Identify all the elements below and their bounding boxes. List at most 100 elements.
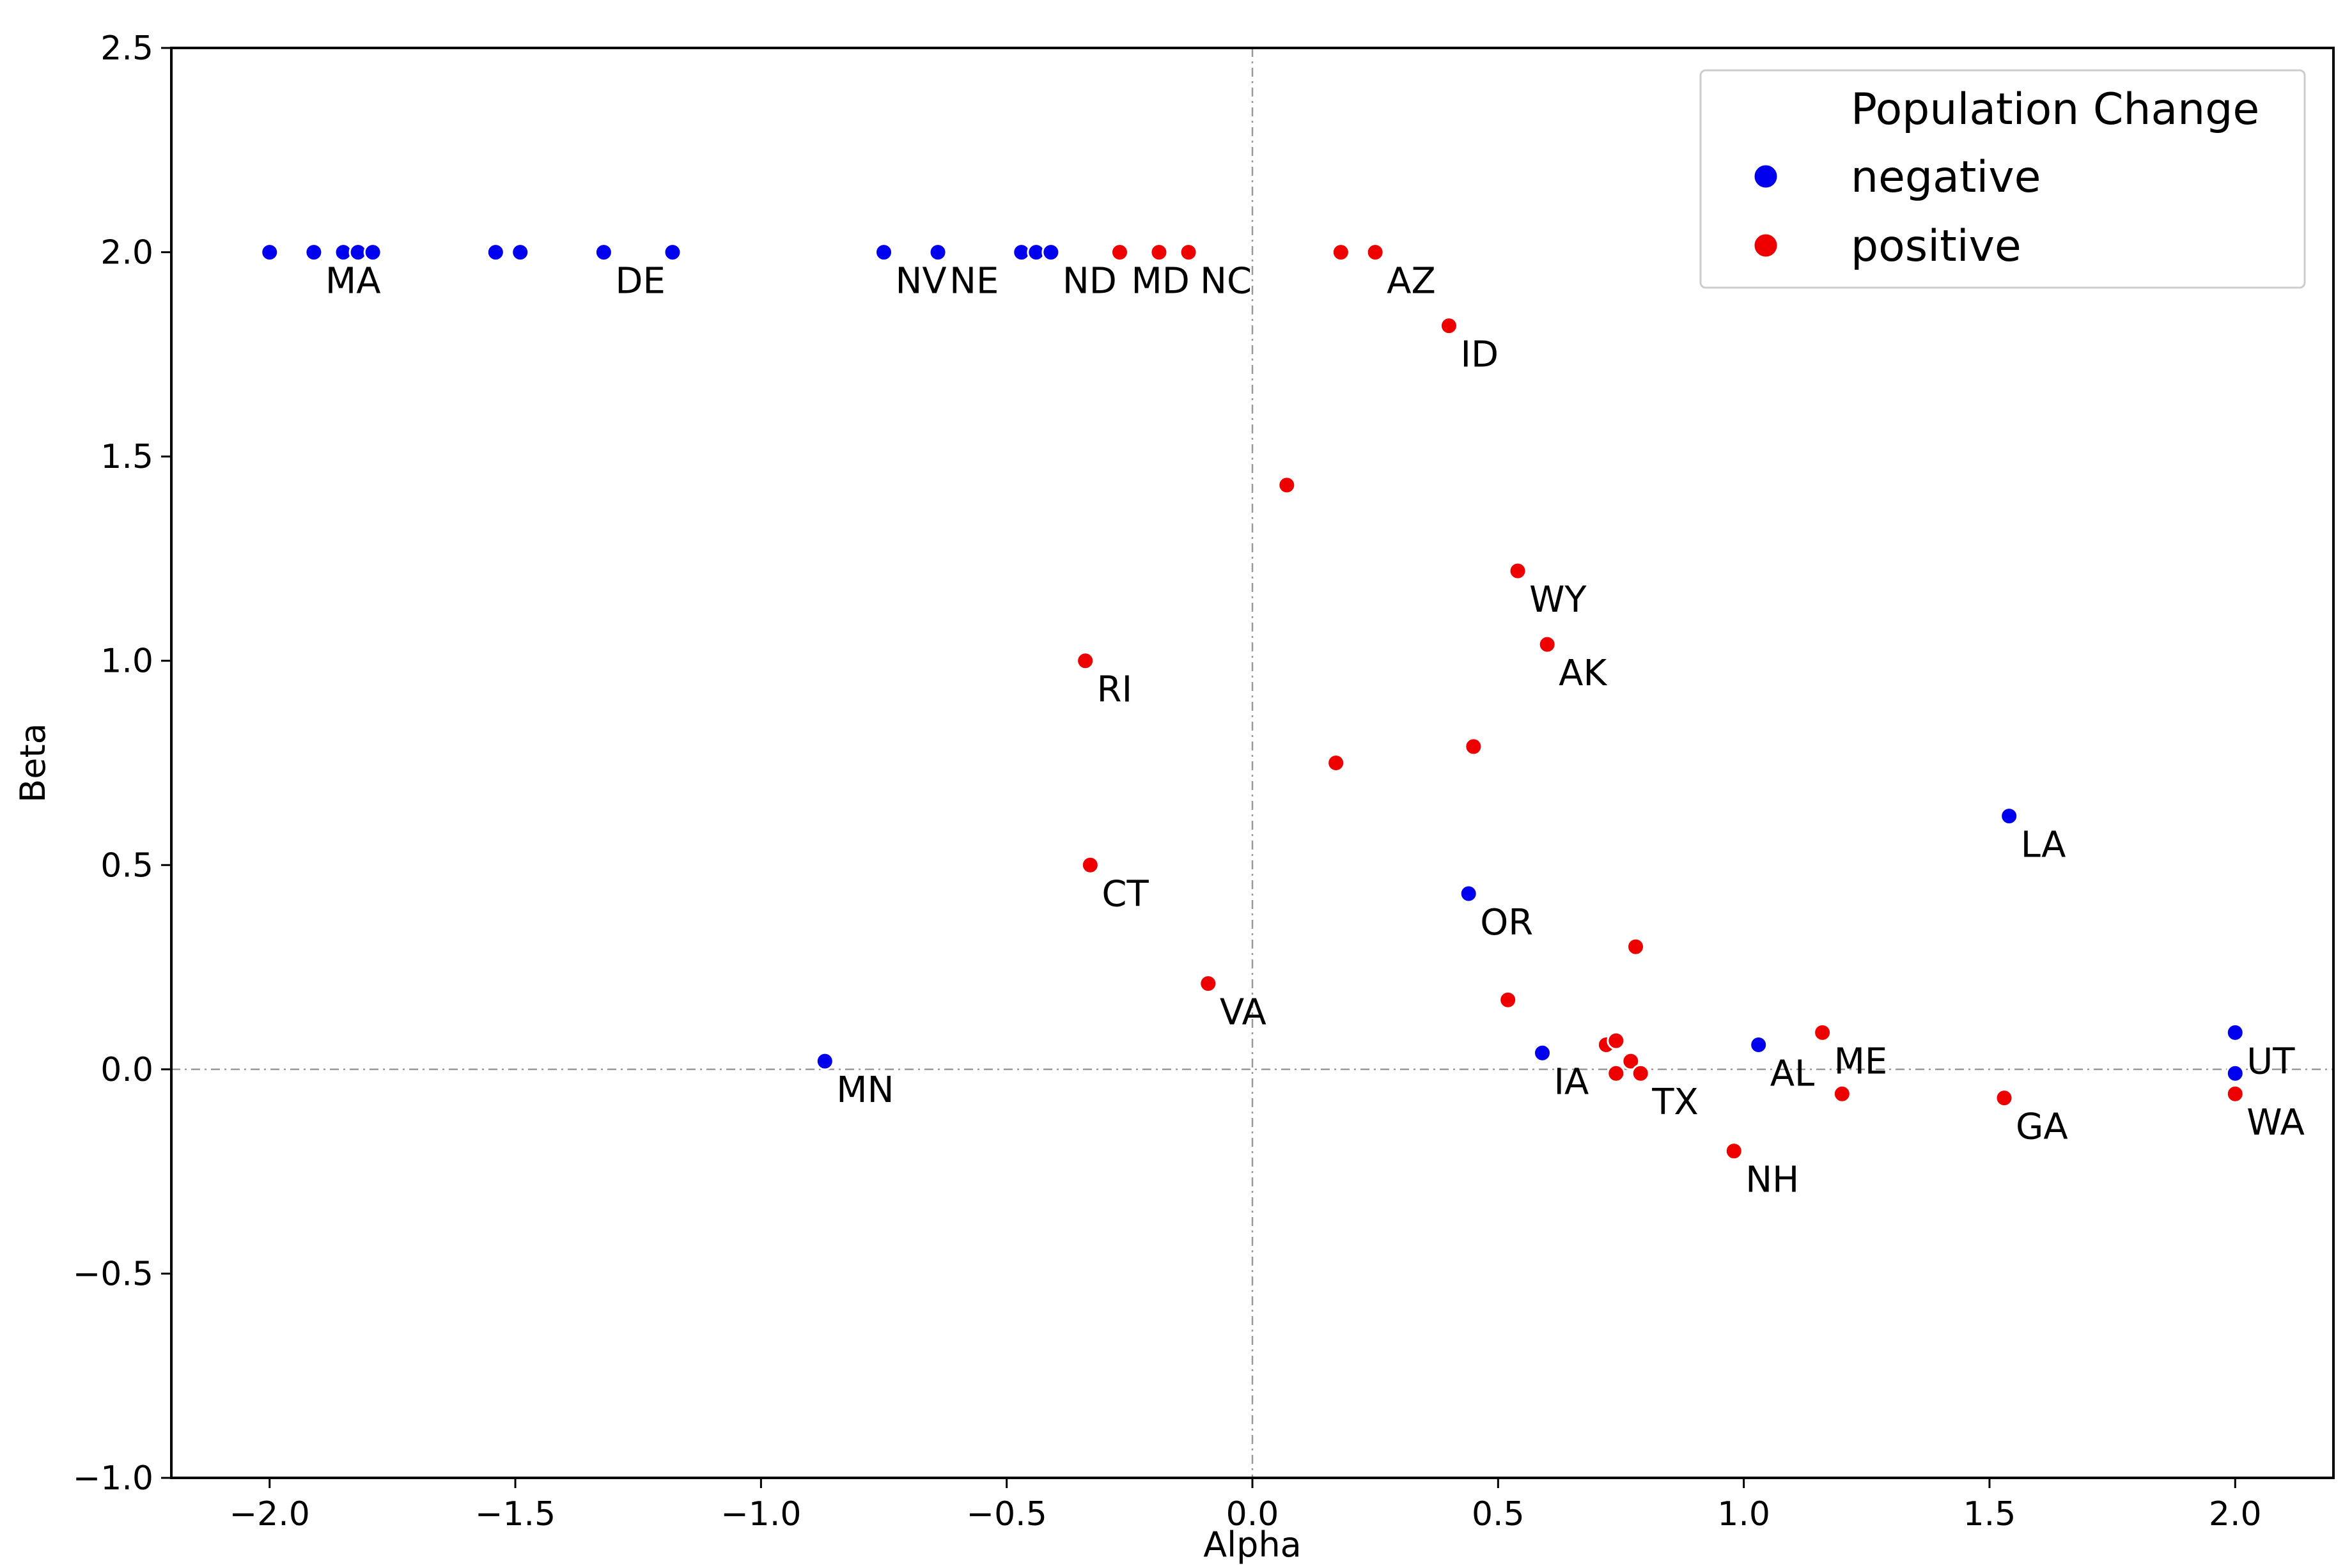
negative-point <box>663 243 682 262</box>
point-label: DE <box>615 261 666 302</box>
positive-point <box>1110 243 1129 262</box>
point-label: AL <box>1770 1053 1815 1095</box>
y-tick-label: −1.0 <box>73 1459 153 1498</box>
positive-point <box>1508 561 1527 580</box>
plot-frame <box>170 47 2335 1479</box>
negative-point <box>363 243 382 262</box>
positive-point <box>1199 974 1218 993</box>
point-label: OR <box>1480 902 1533 943</box>
negative-point <box>1749 1036 1768 1055</box>
y-tick-label: −0.5 <box>73 1255 153 1293</box>
x-tick-label: 0.0 <box>1226 1495 1279 1533</box>
negative-point <box>1532 1043 1552 1062</box>
negative-point <box>486 243 505 262</box>
positive-point <box>1631 1064 1650 1083</box>
positive-point <box>1832 1084 1851 1103</box>
negative-point <box>875 243 894 262</box>
y-tick-label: 0.5 <box>100 846 153 885</box>
x-tick-label: −1.0 <box>720 1495 801 1533</box>
legend-marker-negative <box>1752 163 1779 190</box>
positive-point <box>1607 1031 1626 1050</box>
legend-label-positive: positive <box>1851 221 2021 272</box>
positive-point <box>1995 1089 2014 1108</box>
point-label: NC <box>1200 261 1252 302</box>
negative-point <box>928 243 947 262</box>
negative-point <box>2225 1023 2245 1042</box>
legend-box <box>1699 69 2306 289</box>
point-label: LA <box>2021 825 2066 866</box>
point-label: MN <box>836 1069 894 1111</box>
legend-entries: negative positive <box>1752 152 2041 272</box>
legend-title: Population Change <box>1851 84 2259 135</box>
legend-marker-positive <box>1752 232 1779 259</box>
point-label: WY <box>1529 579 1587 621</box>
point-label: NV <box>896 261 947 302</box>
positive-point <box>1331 243 1350 262</box>
point-label: NE <box>949 261 999 302</box>
x-tick-label: 1.5 <box>1963 1495 2016 1533</box>
x-tick-label: −2.0 <box>230 1495 310 1533</box>
x-tick-label: 1.0 <box>1717 1495 1770 1533</box>
x-tick-label: −1.5 <box>475 1495 556 1533</box>
x-tick-label: 2.0 <box>2209 1495 2262 1533</box>
y-axis-ticks: −1.0 −0.5 0.0 0.5 1.0 1.5 2.0 2.5 <box>73 29 171 1498</box>
negative-point <box>815 1052 834 1071</box>
point-label: AZ <box>1387 261 1436 302</box>
x-axis-ticks: −2.0 −1.5 −1.0 −0.5 0.0 0.5 1.0 1.5 2.0 <box>230 1478 2262 1533</box>
legend: Population Change negative positive <box>1699 69 2306 289</box>
point-label: NH <box>1745 1160 1799 1201</box>
negative-point <box>1459 884 1478 903</box>
positive-point <box>1366 243 1385 262</box>
positive-point <box>1149 243 1169 262</box>
point-label: MD <box>1131 261 1189 302</box>
y-tick-label: 1.5 <box>100 438 153 476</box>
point-label: MA <box>325 261 381 302</box>
point-label: GA <box>2016 1106 2068 1148</box>
point-labels: MA DE NV NE ND MN OR IA AL LA UT MD NC AZ ID WY AK RI CT VA… <box>325 261 2305 1201</box>
positive-point <box>1813 1023 1832 1042</box>
positive-point <box>1080 855 1100 874</box>
point-label: RI <box>1097 669 1132 711</box>
positive-point <box>1626 937 1646 956</box>
positive-point <box>2225 1084 2245 1103</box>
negative-point <box>1041 243 1061 262</box>
positive-point <box>1607 1064 1626 1083</box>
point-label: TX <box>1651 1082 1699 1123</box>
positive-point <box>1439 316 1458 336</box>
point-label: CT <box>1102 873 1149 915</box>
reference-lines <box>171 48 2333 1478</box>
negative-point <box>2225 1064 2245 1083</box>
y-tick-label: 0.0 <box>100 1051 153 1089</box>
positive-point <box>1538 635 1557 654</box>
negative-point <box>594 243 613 262</box>
y-axis-title: Beta <box>13 723 53 803</box>
negative-point <box>260 243 279 262</box>
y-tick-label: 2.5 <box>100 29 153 68</box>
positive-point <box>1464 737 1483 756</box>
point-label: ND <box>1063 261 1117 302</box>
y-tick-label: 1.0 <box>100 642 153 681</box>
positive-point <box>1076 651 1095 671</box>
positive-point <box>1621 1052 1640 1071</box>
legend-label-negative: negative <box>1851 152 2041 203</box>
x-axis-title: Alpha <box>1203 1525 1302 1565</box>
point-label: ME <box>1834 1041 1888 1082</box>
negative-point <box>511 243 530 262</box>
x-tick-label: −0.5 <box>967 1495 1047 1533</box>
positive-point <box>1277 476 1297 495</box>
point-label: ID <box>1460 334 1499 376</box>
positive-point <box>1327 754 1346 772</box>
negative-point <box>304 243 323 262</box>
point-label: IA <box>1554 1061 1589 1103</box>
data-points <box>260 243 2245 1161</box>
y-tick-label: 2.0 <box>100 234 153 272</box>
positive-point <box>1724 1142 1743 1161</box>
positive-point <box>1179 243 1198 262</box>
negative-point <box>2000 807 2019 826</box>
positive-point <box>1499 990 1518 1009</box>
point-label: WA <box>2247 1102 2305 1144</box>
point-label: VA <box>1220 992 1266 1034</box>
x-tick-label: 0.5 <box>1472 1495 1525 1533</box>
point-label: UT <box>2247 1041 2295 1082</box>
